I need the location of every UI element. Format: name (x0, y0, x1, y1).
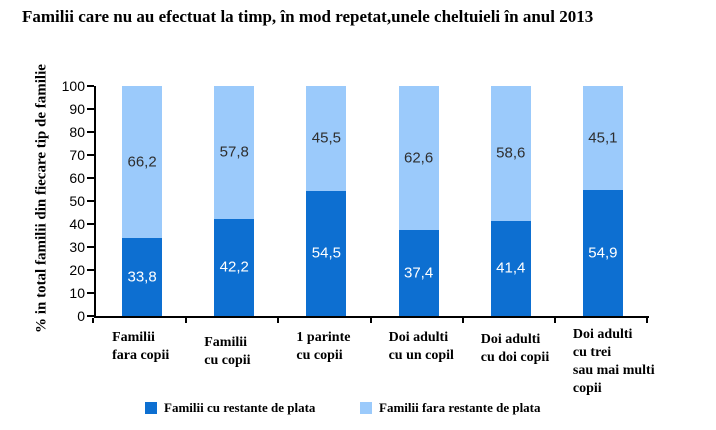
y-tick-label: 40 (69, 216, 85, 232)
y-tick-mark (87, 177, 94, 179)
y-tick-mark (87, 200, 94, 202)
bar-segment-cu-restante (582, 189, 623, 316)
bar-value-label: 41,4 (496, 259, 526, 277)
bar-segment-fara-restante (306, 86, 347, 191)
bar-value-label: 54,5 (311, 244, 342, 262)
x-tick-mark (369, 318, 372, 323)
y-tick-mark (87, 131, 94, 133)
y-tick-label: 50 (69, 193, 85, 209)
legend-swatch-light-blue (360, 402, 372, 414)
y-tick-label: 0 (77, 308, 85, 324)
bar-segment-fara-restante (214, 86, 255, 219)
x-tick-mark (92, 318, 94, 323)
bar-segment-fara-restante (122, 86, 163, 239)
y-tick-label: 10 (69, 285, 85, 301)
bar-segment-cu-restante (214, 218, 255, 316)
y-tick-mark (87, 246, 94, 248)
bar-segment-cu-restante (306, 190, 347, 316)
category-label: Doi adulti cu un copil (388, 330, 454, 363)
category-label: 1 parinte cu copii (296, 330, 351, 363)
y-tick-label: 60 (69, 170, 85, 186)
y-tick-mark (87, 108, 94, 110)
y-tick-mark (87, 154, 94, 156)
x-tick-mark (277, 318, 280, 323)
category-label: Doi adulti cu trei sau mai multi copii (572, 327, 655, 396)
legend-item-fara-restante: Familii fara restante de plata (360, 400, 541, 416)
bar-value-label: 45,5 (311, 129, 342, 147)
legend-label: Familii fara restante de plata (379, 400, 541, 415)
bar-value-label: 33,8 (127, 268, 157, 286)
bar-segment-cu-restante (398, 229, 439, 316)
bar-segment-cu-restante (490, 220, 531, 316)
bar-value-label: 54,9 (588, 244, 618, 262)
bar-segment-fara-restante (398, 86, 439, 230)
legend-swatch-dark-blue (145, 402, 157, 414)
y-tick-mark (87, 315, 94, 317)
category-label: Familii cu copii (204, 335, 251, 368)
y-tick-label: 90 (69, 101, 85, 117)
y-tick-label: 100 (61, 78, 85, 94)
bar-segment-fara-restante (490, 86, 531, 221)
plot-area: 33,8 66,2 42,2 57,8 54,5 45,5 37,4 62,6 41,4 58,6… (94, 86, 649, 318)
bar-value-label: 45,1 (588, 129, 618, 147)
x-tick-mark (646, 318, 648, 323)
category-label: Doi adulti cu doi copii (480, 332, 550, 365)
bar-value-label: 66,2 (127, 153, 157, 171)
bar-value-label: 37,4 (403, 264, 434, 282)
category-label: Familii fara copii (112, 330, 170, 363)
bar-value-label: 57,8 (219, 143, 249, 161)
y-tick-label: 80 (69, 124, 85, 140)
y-tick-label: 20 (69, 262, 85, 278)
y-tick-label: 70 (69, 147, 85, 163)
y-tick-mark (87, 85, 94, 87)
bar-value-label: 58,6 (496, 144, 526, 162)
bar-value-label: 62,6 (403, 149, 434, 167)
y-tick-mark (87, 223, 94, 225)
legend-item-cu-restante: Familii cu restante de plata (145, 400, 315, 416)
bar-segment-cu-restante (122, 238, 163, 316)
x-tick-mark (185, 318, 188, 323)
y-tick-label: 30 (69, 239, 85, 255)
legend: Familii cu restante de plata Familii far… (0, 400, 716, 420)
x-tick-mark (553, 318, 556, 323)
legend-label: Familii cu restante de plata (164, 400, 316, 415)
bar-segment-fara-restante (582, 86, 623, 190)
chart-title: Familii care nu au efectuat la timp, în … (22, 7, 594, 26)
bar-value-label: 42,2 (219, 258, 249, 276)
y-tick-mark (87, 269, 94, 271)
x-tick-mark (461, 318, 464, 323)
y-tick-mark (87, 292, 94, 294)
